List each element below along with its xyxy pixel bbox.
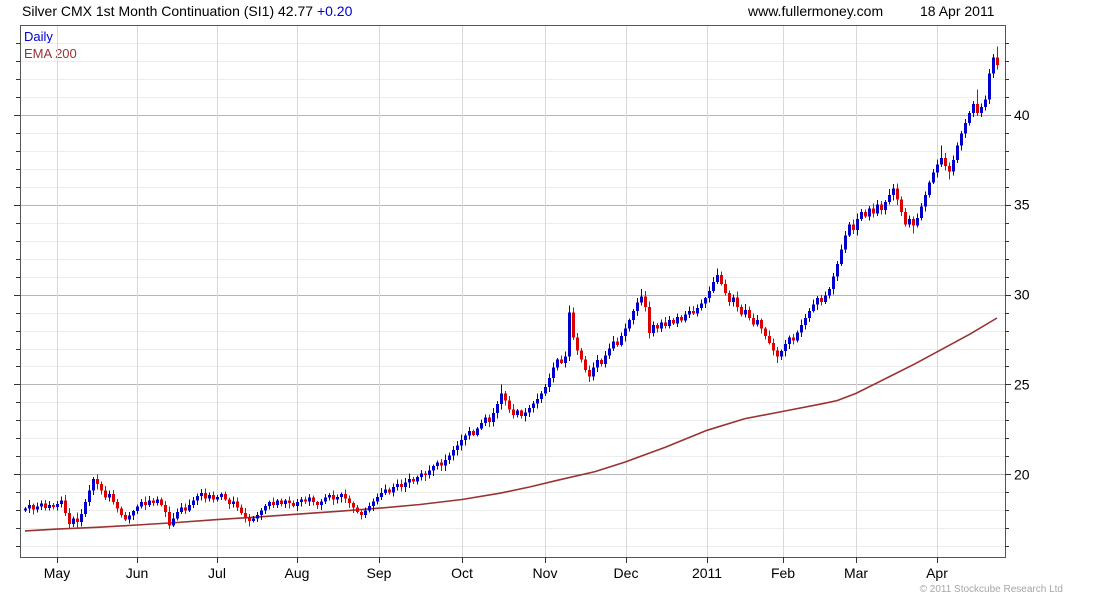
svg-text:Feb: Feb — [771, 565, 795, 581]
y-axis-labels: 20 25 30 35 40 — [1014, 107, 1030, 482]
last-price: 42.77 — [278, 3, 314, 19]
legend-ema-200: EMA 200 — [24, 46, 77, 61]
svg-text:Nov: Nov — [533, 565, 558, 581]
svg-text:25: 25 — [1014, 376, 1030, 392]
svg-text:40: 40 — [1014, 107, 1030, 123]
svg-text:Jun: Jun — [126, 565, 149, 581]
chart-title: Silver CMX 1st Month Continuation (SI1) … — [22, 3, 352, 19]
svg-text:Dec: Dec — [614, 565, 639, 581]
svg-text:35: 35 — [1014, 197, 1030, 213]
instrument-name: Silver CMX 1st Month Continuation (SI1) — [22, 3, 275, 19]
svg-text:May: May — [44, 565, 70, 581]
x-axis-labels: May Jun Jul Aug Sep Oct Nov Dec 2011 Feb Mar Apr — [44, 565, 948, 581]
gridlines — [20, 25, 1005, 557]
price-change: +0.20 — [316, 3, 353, 19]
ema-line — [24, 317, 998, 532]
candles — [24, 46, 999, 530]
svg-text:Apr: Apr — [926, 565, 948, 581]
chart-date: 18 Apr 2011 — [920, 3, 995, 19]
svg-text:Jul: Jul — [208, 565, 226, 581]
svg-text:Mar: Mar — [844, 565, 868, 581]
copyright-notice: © 2011 Stockcube Research Ltd — [919, 584, 1063, 595]
legend-daily: Daily — [24, 29, 53, 44]
svg-text:30: 30 — [1014, 287, 1030, 303]
svg-text:Sep: Sep — [367, 565, 392, 581]
svg-text:Aug: Aug — [285, 565, 310, 581]
svg-text:2011: 2011 — [692, 565, 722, 581]
plot-border-and-ticks — [14, 25, 1011, 563]
site-url: www.fullermoney.com — [748, 3, 884, 19]
svg-text:20: 20 — [1014, 466, 1030, 482]
svg-text:Oct: Oct — [451, 565, 473, 581]
